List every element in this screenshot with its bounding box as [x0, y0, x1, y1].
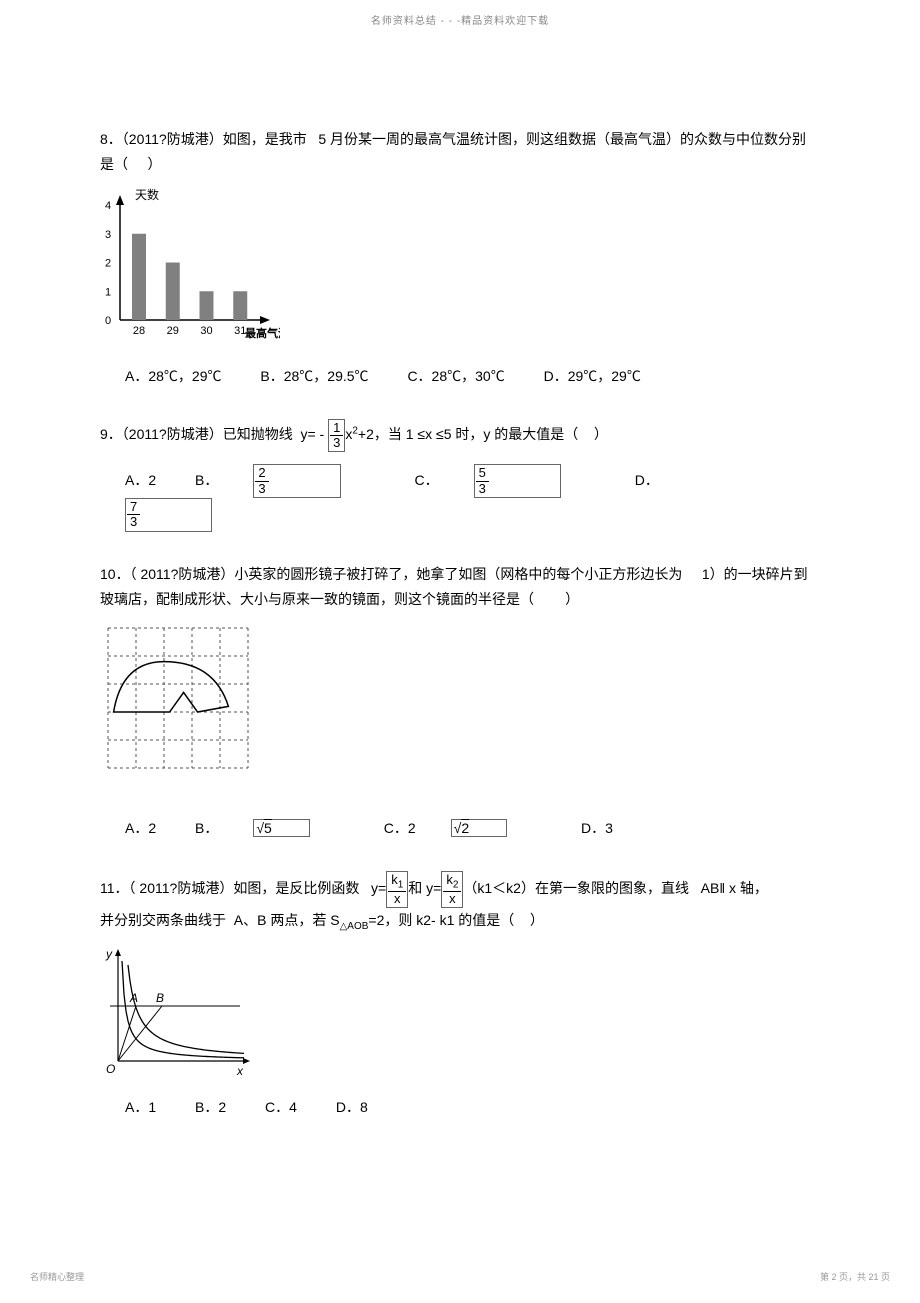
svg-text:x: x	[236, 1064, 244, 1078]
q10-options: A．2 B．√5 C．2√2 D．3	[100, 816, 820, 841]
q9-formula-pre: y= -	[300, 426, 324, 442]
q11-line2-text: 并分别交两条曲线于	[100, 912, 226, 928]
q11-k2: k2	[443, 873, 461, 892]
q9-prefix: ．（2011?防城港）已知抛物线	[108, 426, 293, 442]
bar-chart-svg: 0123428293031天数最高气温	[100, 185, 280, 345]
q11-number: 11	[100, 880, 115, 896]
q11-option-d: D．8	[336, 1099, 368, 1115]
grid-arc-svg	[100, 620, 255, 800]
svg-text:4: 4	[105, 200, 111, 212]
q8-prefix: ．（2011?防城港）如图，是我市	[108, 131, 307, 147]
q11-close: ）	[530, 912, 544, 928]
q9-option-a: A．2	[125, 472, 156, 488]
q9-c-den: 3	[476, 482, 489, 496]
q8-option-a: A．28℃，29℃	[125, 368, 221, 384]
q9-b-den: 3	[255, 482, 268, 496]
q11-line2: 并分别交两条曲线于 A、B 两点，若 S△AOB=2，则 k2- k1 的值是（…	[100, 912, 544, 928]
q8-option-c: C．28℃，30℃	[407, 368, 504, 384]
q10-prefix: ．（ 2011?防城港）小英家的圆形镜子被打碎了，她拿了如图（网格中的每个小正方…	[116, 566, 683, 582]
q8-option-d: D．29℃，29℃	[544, 368, 641, 384]
q11-yeq1: y=	[371, 880, 386, 896]
q9-options: A．2 B．23 C．53 D．73	[100, 464, 820, 531]
content-area: 8．（2011?防城港）如图，是我市 5 月份某一周的最高气温统计图，则这组数据…	[0, 27, 920, 1120]
q9-fraction: 13	[328, 419, 345, 453]
q8-bar-chart: 0123428293031天数最高气温	[100, 185, 820, 353]
q10-option-d: D．3	[581, 820, 613, 836]
q10-c-val: 2	[461, 820, 469, 836]
q9-option-b: B．23	[195, 472, 379, 488]
q9-d-den: 3	[127, 515, 140, 529]
q10-b-label: B．	[195, 820, 218, 836]
question-10: 10．（ 2011?防城港）小英家的圆形镜子被打碎了，她拿了如图（网格中的每个小…	[100, 562, 820, 842]
hyperbola-svg: A B Oy x	[100, 944, 255, 1079]
q9-frac-den: 3	[330, 436, 343, 450]
svg-text:B: B	[156, 991, 164, 1005]
q11-x1: x	[388, 892, 406, 906]
svg-text:29: 29	[167, 325, 179, 337]
q10-c-label: C．2	[384, 820, 416, 836]
q11-option-b: B．2	[195, 1099, 226, 1115]
q10-close: ）	[565, 591, 579, 607]
q8-option-b: B．28℃，29.5℃	[260, 368, 368, 384]
q11-k1: k1	[388, 873, 406, 892]
q8-close: ）	[147, 156, 161, 172]
q10-option-b: B．√5	[195, 820, 345, 836]
q11-ab: AB‖ x 轴，	[701, 880, 768, 896]
q11-ab2: A、B 两点，若 S	[234, 912, 340, 928]
footer-left: 名师精心整理	[30, 1270, 84, 1283]
q9-b-num: 2	[255, 466, 268, 481]
q11-option-a: A．1	[125, 1099, 156, 1115]
footer-right: 第 2 页，共 21 页	[820, 1270, 890, 1283]
q11-options: A．1 B．2 C．4 D．8	[100, 1095, 820, 1120]
q10-number: 10	[100, 566, 116, 582]
footer-right-text: 第 2 页，共 21 页	[820, 1272, 890, 1282]
page-header: 名师资料总结 - - -精品资料欢迎下载	[0, 0, 920, 27]
q9-option-c: C．53	[414, 472, 599, 488]
footer-left-text: 名师精心整理	[30, 1272, 84, 1282]
svg-text:O: O	[106, 1062, 115, 1076]
q9-text: 9．（2011?防城港）已知抛物线 y= - 13 x2+2，当 1 ≤x ≤5…	[100, 426, 608, 442]
q9-c-num: 5	[476, 466, 489, 481]
q10-b-val: 5	[264, 820, 272, 836]
q9-b-label: B．	[195, 472, 218, 488]
header-text: 名师资料总结 - - -精品资料欢迎下载	[371, 16, 549, 27]
q8-number: 8	[100, 131, 108, 147]
q9-close: ）	[594, 426, 608, 442]
svg-text:1: 1	[105, 287, 111, 299]
question-8: 8．（2011?防城港）如图，是我市 5 月份某一周的最高气温统计图，则这组数据…	[100, 127, 820, 389]
q9-frac-num: 1	[330, 421, 343, 436]
q11-text: 11．（ 2011?防城港）如图，是反比例函数 y=k1x和 y=k2x（k1＜…	[100, 880, 768, 896]
svg-text:y: y	[105, 947, 113, 961]
q10-option-c: C．2√2	[384, 820, 542, 836]
q11-aob-sub: AOB	[347, 921, 368, 932]
svg-text:A: A	[129, 991, 138, 1005]
svg-text:3: 3	[105, 229, 111, 241]
q8-text: 8．（2011?防城港）如图，是我市 5 月份某一周的最高气温统计图，则这组数据…	[100, 127, 820, 177]
q9-d-num: 7	[127, 500, 140, 515]
q9-d-label: D．	[635, 472, 659, 488]
q11-diagram: A B Oy x	[100, 944, 820, 1087]
q11-option-c: C．4	[265, 1099, 297, 1115]
svg-text:最高气温: 最高气温	[245, 326, 280, 340]
svg-text:天数: 天数	[135, 187, 159, 202]
question-9: 9．（2011?防城港）已知抛物线 y= - 13 x2+2，当 1 ≤x ≤5…	[100, 419, 820, 532]
q10-diagram	[100, 620, 820, 808]
q11-cond: （k1＜k2）在第一象限的图象，直线	[463, 880, 689, 896]
q9-number: 9	[100, 426, 108, 442]
q8-options: A．28℃，29℃ B．28℃，29.5℃ C．28℃，30℃ D．29℃，29…	[100, 364, 820, 389]
question-11: 11．（ 2011?防城港）如图，是反比例函数 y=k1x和 y=k2x（k1＜…	[100, 871, 820, 1120]
q11-eq: =2，则 k2- k1 的值是（	[368, 912, 514, 928]
svg-text:30: 30	[200, 325, 212, 337]
svg-text:28: 28	[133, 325, 145, 337]
q11-and: 和 y=	[408, 880, 441, 896]
q11-prefix: ．（ 2011?防城港）如图，是反比例函数	[115, 880, 360, 896]
svg-text:0: 0	[105, 315, 111, 327]
q9-rest: +2，当 1 ≤x ≤5 时，y 的最大值是（	[358, 426, 578, 442]
q10-option-a: A．2	[125, 820, 156, 836]
q9-c-label: C．	[414, 472, 438, 488]
svg-text:2: 2	[105, 258, 111, 270]
q11-x2: x	[443, 892, 461, 906]
q10-text: 10．（ 2011?防城港）小英家的圆形镜子被打碎了，她拿了如图（网格中的每个小…	[100, 566, 808, 607]
